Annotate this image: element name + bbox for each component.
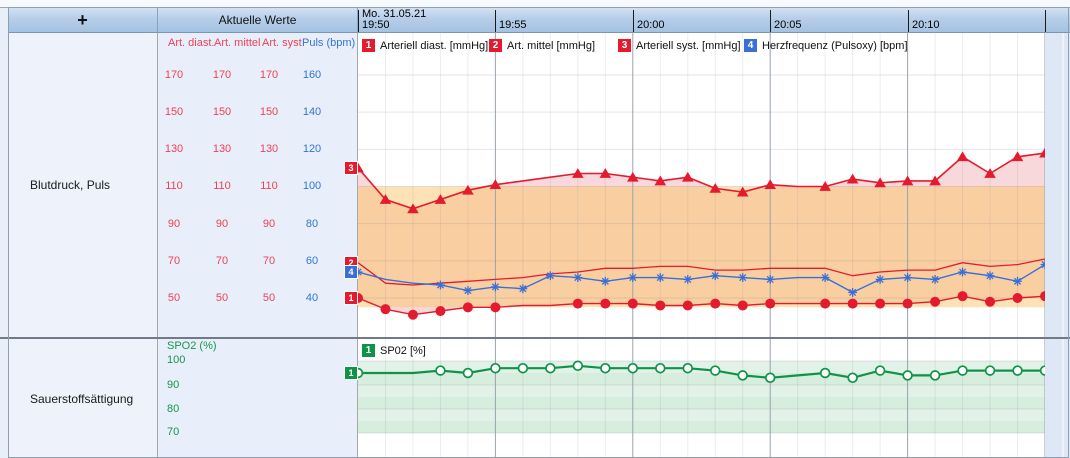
legend-chip-4: 4: [744, 39, 757, 52]
scale-value: 120: [302, 143, 322, 155]
add-parameter-button[interactable]: +: [8, 8, 158, 33]
spo2-chart[interactable]: [358, 339, 1045, 458]
scale-value: 90: [215, 218, 229, 230]
series-edge-chip-3: 3: [344, 161, 358, 175]
scale-value: 100: [302, 180, 322, 192]
scale-value: 150: [164, 106, 184, 118]
chart-right-margin: [1045, 33, 1070, 458]
legend-label: Herzfrequenz (Pulsoxy) [bpm]: [762, 40, 908, 52]
scale-column-header: Art. syst: [262, 37, 302, 49]
bp-pulse-chart[interactable]: [358, 33, 1045, 337]
scale-value: 90: [167, 218, 181, 230]
scale-value: 70: [167, 255, 181, 267]
legend-chip-1: 1: [362, 39, 375, 52]
spo2-scale-header: SPO2 (%): [167, 340, 217, 352]
legend-chip-1: 1: [362, 344, 375, 357]
legend-label: Arteriell diast. [mmHg]: [380, 40, 489, 52]
scale-value: 80: [305, 218, 319, 230]
time-tick-label: 19:55: [499, 19, 527, 31]
series-edge-chip-1: 1: [344, 366, 358, 380]
scale-value: 40: [305, 292, 319, 304]
scale-value: 130: [259, 143, 279, 155]
spo2-scale-value: 80: [167, 403, 180, 415]
spo2-scale-area: SPO2 (%) 100 90 80 70: [158, 339, 358, 458]
scale-value: 150: [259, 106, 279, 118]
series-edge-chip-1: 1: [344, 291, 358, 305]
legend-chip-3: 3: [618, 39, 631, 52]
scale-value: 140: [302, 106, 322, 118]
scale-value: 160: [302, 69, 322, 81]
legend-label: Art. mittel [mmHg]: [507, 40, 596, 52]
time-tick-label: 19:50: [362, 19, 390, 31]
scale-column-header: Puls (bpm): [302, 37, 356, 49]
time-tick: [495, 10, 496, 32]
spo2-scale-value: 100: [167, 354, 186, 366]
scale-value: 110: [165, 180, 183, 192]
spo2-scale-value: 90: [167, 379, 180, 391]
scale-value: 50: [262, 292, 276, 304]
spo2-scale-value: 70: [167, 426, 180, 438]
series-edge-chip-4: 4: [344, 265, 358, 279]
row-label-text: Blutdruck, Puls: [30, 178, 111, 192]
scale-value: 50: [167, 292, 181, 304]
scale-value: 170: [259, 69, 279, 81]
scale-value: 130: [212, 143, 232, 155]
row-label-sauerstoffsaettigung[interactable]: Sauerstoffsättigung: [8, 339, 158, 458]
scale-value: 110: [213, 180, 231, 192]
time-tick: [908, 10, 909, 32]
bp-scale-area: Art. diast. 170 150 130 110 90 70 50 Art. mittel…: [158, 33, 358, 337]
scale-value: 60: [305, 255, 319, 267]
time-tick-label: 20:00: [637, 19, 665, 31]
scale-value: 150: [212, 106, 232, 118]
scale-value: 90: [262, 218, 276, 230]
time-tick-label: 20:10: [912, 19, 940, 31]
scale-value: 70: [262, 255, 276, 267]
date-label: Mo. 31.05.21: [362, 8, 427, 20]
row-label-blutdruck-puls[interactable]: Blutdruck, Puls: [8, 33, 158, 337]
legend-label: SP02 [%]: [380, 345, 426, 357]
right-margin-line: [1062, 33, 1064, 458]
scale-value: 70: [215, 255, 229, 267]
time-tick: [1045, 10, 1046, 32]
row-label-text: Sauerstoffsättigung: [30, 391, 134, 406]
time-tick: [358, 10, 359, 32]
scale-value: 50: [215, 292, 229, 304]
scale-value: 170: [164, 69, 184, 81]
window-top-strip: [0, 0, 1070, 8]
scale-column-header: Art. diast.: [168, 37, 215, 49]
scale-column-header: Art. mittel: [214, 37, 261, 49]
scale-value: 170: [212, 69, 232, 81]
time-tick: [770, 10, 771, 32]
time-axis-header[interactable]: Mo. 31.05.21 19:50 19:55 20:00 20:05 20:10: [358, 8, 1070, 33]
aktuelle-werte-header: Aktuelle Werte: [158, 8, 358, 33]
row-separator: [0, 337, 1070, 339]
time-tick: [633, 10, 634, 32]
legend-chip-2: 2: [489, 39, 502, 52]
scale-value: 130: [164, 143, 184, 155]
scale-value: 110: [260, 180, 278, 192]
legend-label: Arteriell syst. [mmHg]: [636, 40, 741, 52]
time-tick-label: 20:05: [774, 19, 802, 31]
